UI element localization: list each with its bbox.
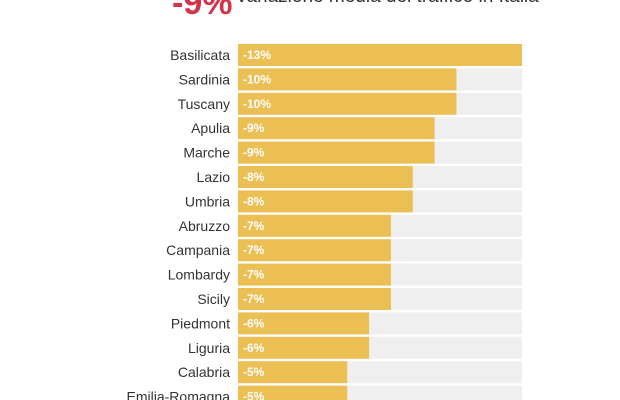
value-label: -5% bbox=[243, 390, 265, 400]
bar bbox=[238, 166, 413, 188]
category-label: Piedmont bbox=[171, 315, 230, 331]
category-label: Basilicata bbox=[170, 47, 230, 63]
value-label: -5% bbox=[243, 365, 265, 379]
bar bbox=[238, 190, 413, 213]
category-label: Abruzzo bbox=[179, 218, 231, 234]
bar bbox=[238, 141, 435, 164]
value-label: -7% bbox=[243, 243, 265, 257]
bar bbox=[238, 68, 457, 91]
category-label: Lombardy bbox=[168, 267, 230, 283]
bar bbox=[238, 312, 370, 335]
value-label: -10% bbox=[243, 72, 271, 86]
bar bbox=[238, 239, 391, 262]
value-label: -10% bbox=[243, 97, 271, 111]
headline-caption: variazione media del traffico in Italia bbox=[237, 0, 539, 8]
bar bbox=[238, 117, 435, 140]
headline-value: -9% bbox=[172, 0, 233, 22]
category-label: Liguria bbox=[188, 340, 230, 356]
value-label: -7% bbox=[243, 268, 265, 282]
category-label: Umbria bbox=[185, 193, 230, 209]
bar bbox=[238, 288, 391, 310]
category-label: Sicily bbox=[197, 291, 230, 307]
bar bbox=[238, 263, 391, 286]
category-label: Apulia bbox=[191, 120, 230, 136]
value-label: -9% bbox=[243, 121, 265, 135]
value-label: -8% bbox=[243, 194, 265, 208]
value-label: -6% bbox=[243, 341, 265, 355]
bar bbox=[238, 214, 391, 237]
chart-header: -9% variazione media del traffico in Ita… bbox=[0, 0, 620, 22]
value-label: -7% bbox=[243, 292, 265, 306]
category-label: Emilia-Romagna bbox=[127, 389, 231, 400]
value-label: -9% bbox=[243, 146, 265, 160]
bar bbox=[238, 44, 522, 66]
category-label: Tuscany bbox=[178, 96, 230, 112]
bar bbox=[238, 385, 348, 400]
category-label: Lazio bbox=[197, 169, 231, 185]
value-label: -6% bbox=[243, 316, 265, 330]
category-label: Sardinia bbox=[179, 71, 231, 87]
value-label: -7% bbox=[243, 219, 265, 233]
value-label: -13% bbox=[243, 48, 271, 62]
category-label: Campania bbox=[166, 242, 230, 258]
value-label: -8% bbox=[243, 170, 265, 184]
category-label: Marche bbox=[183, 145, 230, 161]
bar bbox=[238, 336, 370, 359]
bar bbox=[238, 92, 457, 115]
category-label: Calabria bbox=[178, 364, 230, 380]
bar bbox=[238, 361, 348, 384]
